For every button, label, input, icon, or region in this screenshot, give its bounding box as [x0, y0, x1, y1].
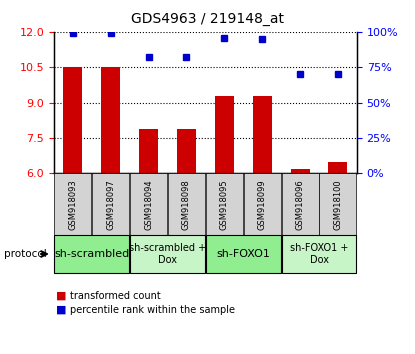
Text: sh-FOXO1 +
Dox: sh-FOXO1 + Dox — [290, 243, 348, 265]
Text: GSM918098: GSM918098 — [182, 179, 191, 230]
Bar — [290, 169, 310, 173]
Text: ■: ■ — [56, 291, 66, 301]
Text: ■: ■ — [56, 305, 66, 315]
Text: protocol: protocol — [4, 249, 47, 259]
Text: GSM918100: GSM918100 — [334, 179, 342, 230]
Text: GDS4963 / 219148_at: GDS4963 / 219148_at — [131, 12, 284, 27]
Text: transformed count: transformed count — [70, 291, 161, 301]
Text: GSM918096: GSM918096 — [295, 179, 305, 230]
Text: sh-FOXO1: sh-FOXO1 — [216, 249, 270, 259]
Text: GSM918094: GSM918094 — [144, 179, 153, 230]
Text: GSM918093: GSM918093 — [68, 179, 77, 230]
Bar — [329, 162, 347, 173]
Bar — [253, 96, 272, 173]
Bar — [177, 129, 196, 173]
Text: GSM918095: GSM918095 — [220, 179, 229, 230]
Bar — [139, 129, 158, 173]
Bar — [63, 67, 82, 173]
Text: sh-scrambled: sh-scrambled — [54, 249, 129, 259]
Text: sh-scrambled +
Dox: sh-scrambled + Dox — [129, 243, 206, 265]
Text: GSM918097: GSM918097 — [106, 179, 115, 230]
Bar — [101, 67, 120, 173]
Text: percentile rank within the sample: percentile rank within the sample — [70, 305, 235, 315]
Text: GSM918099: GSM918099 — [258, 179, 267, 230]
Bar — [215, 96, 234, 173]
